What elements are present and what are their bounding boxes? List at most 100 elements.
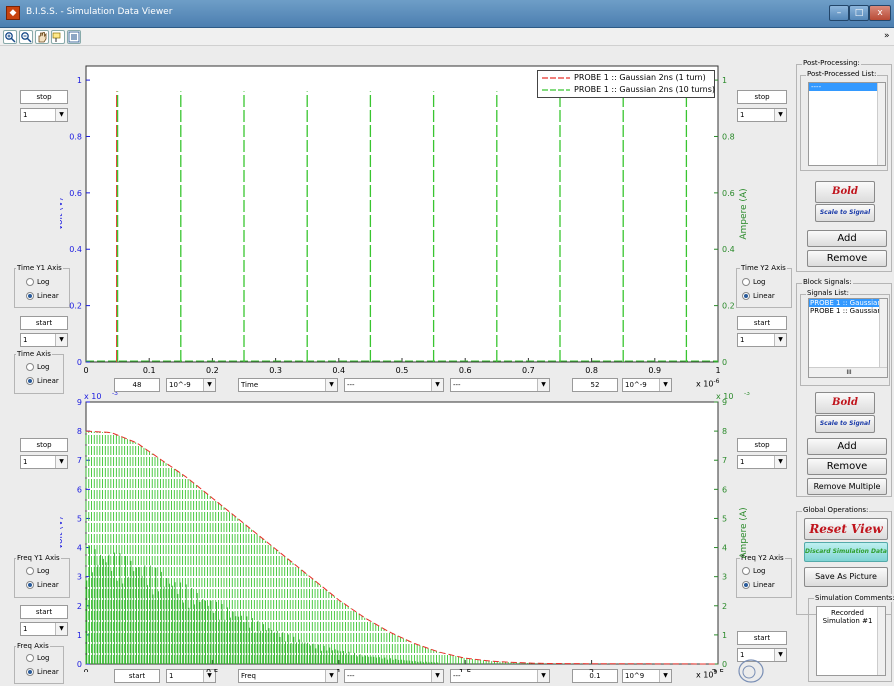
freq-x-log-radio[interactable]: Log — [26, 654, 50, 662]
list-item[interactable]: PROBE 1 :: Gaussian — [810, 307, 882, 315]
time-left-stop-select[interactable]: 1 ▼ — [20, 108, 68, 122]
freq-filter1-select[interactable]: --- ▼ — [344, 669, 444, 683]
time-left-stop-label[interactable]: stop — [20, 90, 68, 104]
freq-right-stop-select[interactable]: 1 ▼ — [737, 455, 787, 469]
y-tick-label: 6 — [77, 485, 82, 494]
reset-view-button[interactable]: Reset View — [804, 518, 888, 540]
y-tick-label: 0.4 — [69, 245, 82, 254]
time-y2-linear-radio[interactable]: Linear — [742, 292, 775, 300]
y2-axis-label: Ampere (A) — [739, 507, 749, 558]
list-item[interactable]: ---- — [809, 83, 877, 91]
toolbar-overflow[interactable]: » — [884, 31, 890, 41]
time-filter1-select[interactable]: --- ▼ — [344, 378, 444, 392]
y-tick-label: 5 — [77, 514, 82, 523]
freq-left-stop-label[interactable]: stop — [20, 438, 68, 452]
chevron-down-icon: ▼ — [325, 379, 337, 391]
bold-button-2[interactable]: Bold — [815, 392, 875, 414]
comments-scrollbar[interactable] — [877, 607, 885, 675]
zoom-in-icon[interactable] — [3, 30, 17, 44]
bold-button[interactable]: Bold — [815, 181, 875, 203]
time-y1-log-radio[interactable]: Log — [26, 278, 50, 286]
remove-multiple-button[interactable]: Remove Multiple — [807, 478, 887, 495]
freq-left-stop-select[interactable]: 1 ▼ — [20, 455, 68, 469]
post-processing-legend: Post-Processing: — [802, 59, 861, 67]
frequency-domain-chart[interactable]: 00.511.522.501234567890123456789Volt (V)… — [60, 392, 750, 672]
list-scrollbar[interactable] — [877, 83, 885, 165]
add-signal-button[interactable]: Add — [807, 438, 887, 455]
signals-list[interactable]: PROBE 1 :: Gaussian PROBE 1 :: Gaussian … — [808, 298, 888, 378]
time-right-start-label[interactable]: start — [737, 316, 787, 330]
freq-series-group — [85, 430, 718, 665]
time-domain-chart[interactable]: 0 0.1 0.2 0.3 0.4 0.5 0.6 0.7 0.8 0.9 100.20.40.60… — [60, 58, 750, 388]
maximize-button[interactable]: □ — [849, 5, 869, 21]
chevron-down-icon: ▼ — [325, 670, 337, 682]
freq-right-start-select[interactable]: 1 ▼ — [737, 648, 787, 662]
freq-bottom-start-label[interactable]: start — [114, 669, 160, 683]
time-right-stop-label[interactable]: stop — [737, 90, 787, 104]
freq-y1-linear-radio[interactable]: Linear — [26, 581, 59, 589]
close-button[interactable]: x — [869, 5, 891, 21]
time-filter2-select[interactable]: --- ▼ — [450, 378, 550, 392]
freq-xmax-input[interactable]: 0.1 — [572, 669, 618, 683]
legend-icon[interactable] — [67, 30, 81, 44]
freq-left-start-select[interactable]: 1 ▼ — [20, 622, 68, 636]
chevron-down-icon: ▼ — [537, 670, 549, 682]
discard-simulation-data-button[interactable]: Discard Simulation Data — [804, 542, 888, 562]
time-xmin-unit-select[interactable]: 10^-9 ▼ — [166, 378, 216, 392]
freq-filter2-select[interactable]: --- ▼ — [450, 669, 550, 683]
radio-icon — [26, 654, 34, 662]
x-tick-label: 0.3 — [269, 366, 282, 375]
x-tick-label: 0.7 — [522, 366, 535, 375]
time-xmax-input[interactable]: 52 — [572, 378, 618, 392]
freq-right-start-label[interactable]: start — [737, 631, 787, 645]
minimize-button[interactable]: – — [829, 5, 849, 21]
time-x-log-radio[interactable]: Log — [26, 363, 50, 371]
time-left-start-label[interactable]: start — [20, 316, 68, 330]
list-hscrollbar[interactable]: III — [809, 367, 887, 377]
data-cursor-icon[interactable] — [51, 30, 65, 44]
radio-selected-icon — [742, 292, 750, 300]
time-right-start-select[interactable]: 1 ▼ — [737, 333, 787, 347]
list-vscrollbar[interactable] — [879, 299, 887, 367]
post-processed-list-legend: Post-Processed List: — [806, 70, 878, 78]
time-signal-type-select[interactable]: Time ▼ — [238, 378, 338, 392]
freq-x-linear-radio[interactable]: Linear — [26, 668, 59, 676]
remove-button[interactable]: Remove — [807, 250, 887, 267]
time-y1-linear-radio[interactable]: Linear — [26, 292, 59, 300]
time-y2-log-radio[interactable]: Log — [742, 278, 766, 286]
time-xmax-unit-select[interactable]: 10^-9 ▼ — [622, 378, 672, 392]
y-tick-label: 0 — [77, 358, 82, 367]
y-tick-label: 3 — [77, 573, 82, 582]
freq-signal-type-select[interactable]: Freq ▼ — [238, 669, 338, 683]
figure-toolbar: » — [0, 28, 894, 46]
freq-y1-axis-legend: Freq Y1 Axis — [16, 554, 61, 562]
save-as-picture-button[interactable]: Save As Picture — [804, 567, 888, 587]
remove-signal-button[interactable]: Remove — [807, 458, 887, 475]
y2-tick-label: 0 — [722, 358, 727, 367]
chevron-down-icon: ▼ — [55, 456, 67, 468]
time-right-stop-select[interactable]: 1 ▼ — [737, 108, 787, 122]
freq-y2-linear-radio[interactable]: Linear — [742, 581, 775, 589]
freq-right-stop-label[interactable]: stop — [737, 438, 787, 452]
freq-left-start-label[interactable]: start — [20, 605, 68, 619]
freq-y2-log-radio[interactable]: Log — [742, 567, 766, 575]
y-tick-label: 1 — [77, 76, 82, 85]
list-item[interactable]: PROBE 1 :: Gaussian — [809, 299, 882, 307]
y-axis-label: Volt (V) — [60, 197, 65, 230]
freq-y1-log-radio[interactable]: Log — [26, 567, 50, 575]
time-left-start-select[interactable]: 1 ▼ — [20, 333, 68, 347]
scale-to-signal-button-2[interactable]: Scale to Signal — [815, 415, 875, 433]
scale-to-signal-button[interactable]: Scale to Signal — [815, 204, 875, 222]
post-processed-list[interactable]: ---- — [808, 82, 886, 166]
freq-bottom-start-select[interactable]: 1 ▼ — [166, 669, 216, 683]
freq-xmax-unit-select[interactable]: 10^9 ▼ — [622, 669, 672, 683]
time-xmin-input[interactable]: 48 — [114, 378, 160, 392]
chevron-down-icon: ▼ — [431, 670, 443, 682]
pan-hand-icon[interactable] — [35, 30, 49, 44]
add-button[interactable]: Add — [807, 230, 887, 247]
simulation-comments-textarea[interactable]: Recorded Simulation #1 — [816, 606, 886, 676]
time-x-linear-radio[interactable]: Linear — [26, 377, 59, 385]
zoom-out-icon[interactable] — [19, 30, 33, 44]
chevron-down-icon: ▼ — [774, 109, 786, 121]
x-tick-label: 1 — [715, 366, 720, 375]
